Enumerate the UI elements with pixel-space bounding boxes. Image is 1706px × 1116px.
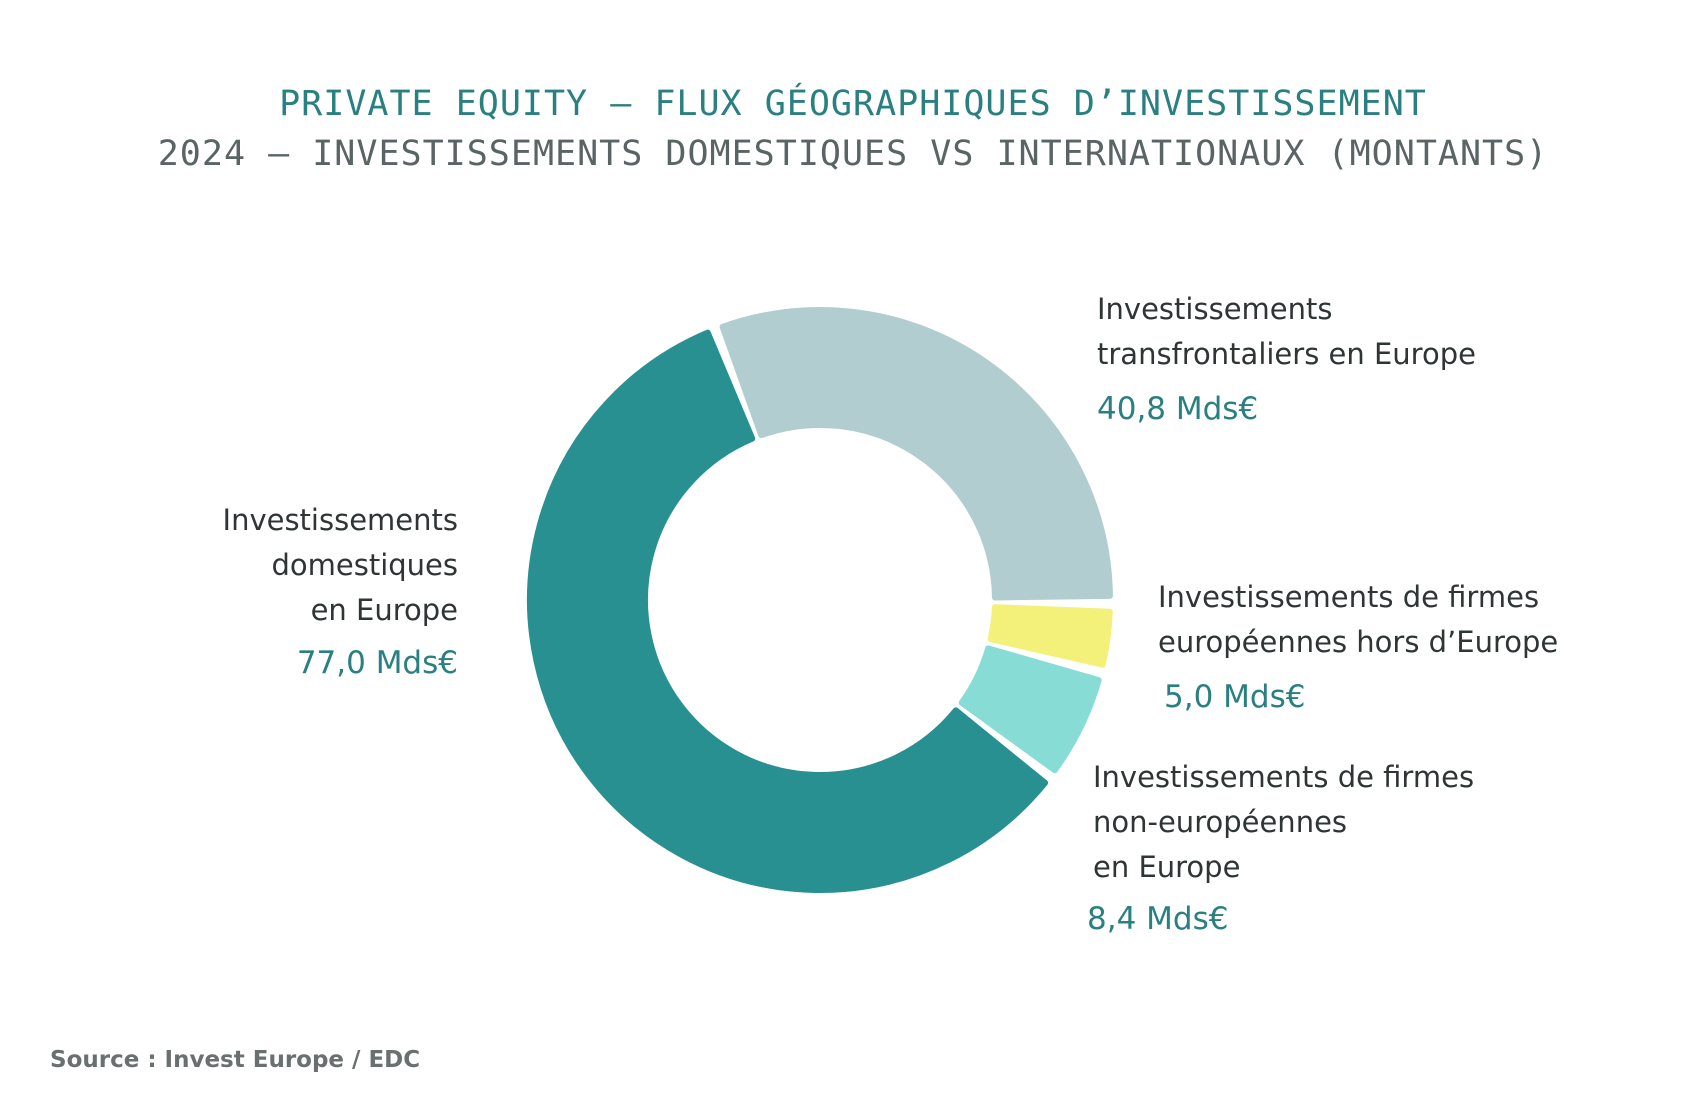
label-europeennes-hors-europe-line-1: Investissements de firmes (1158, 580, 1540, 614)
chart-subtitle: 2024 – INVESTISSEMENTS DOMESTIQUES VS IN… (157, 134, 1549, 174)
label-transfrontaliers: Investissements transfrontaliers en Euro… (1097, 287, 1476, 432)
value-label-transfrontaliers: 40,8 Mds€ (1097, 391, 1259, 427)
value-label-domestiques: 77,0 Mds€ (296, 645, 458, 681)
label-transfrontaliers-line-2: transfrontaliers en Europe (1097, 337, 1476, 371)
value-label-europeennes-hors-europe: 5,0 Mds€ (1164, 679, 1306, 715)
label-europeennes-hors-europe: Investissements de firmes européennes ho… (1158, 575, 1558, 720)
label-europeennes-hors-europe-line-2: européennes hors d’Europe (1158, 625, 1559, 659)
label-non-europeennes: Investissements de firmes non-européenne… (1087, 755, 1475, 942)
label-non-europeennes-line-2: non-européennes (1093, 805, 1348, 839)
source-note: Source : Invest Europe / EDC (50, 1047, 421, 1073)
label-non-europeennes-line-1: Investissements de firmes (1093, 760, 1475, 794)
label-non-europeennes-line-3: en Europe (1093, 850, 1241, 884)
value-label-non-europeennes: 8,4 Mds€ (1087, 901, 1229, 937)
slice-europeennes-hors-europe (987, 604, 1113, 668)
label-domestiques-line-1: Investissements (222, 503, 458, 537)
slice-domestiques (527, 329, 1049, 893)
label-domestiques: Investissements domestiques en Europe 77… (223, 498, 458, 686)
label-domestiques-line-2: domestiques (271, 548, 458, 582)
label-transfrontaliers-line-1: Investissements (1097, 292, 1333, 326)
slice-non-europeennes (958, 645, 1102, 774)
slice-transfrontaliers (719, 307, 1113, 601)
label-domestiques-line-3: en Europe (310, 593, 458, 627)
chart-title: PRIVATE EQUITY – FLUX GÉOGRAPHIQUES D’IN… (279, 84, 1427, 124)
